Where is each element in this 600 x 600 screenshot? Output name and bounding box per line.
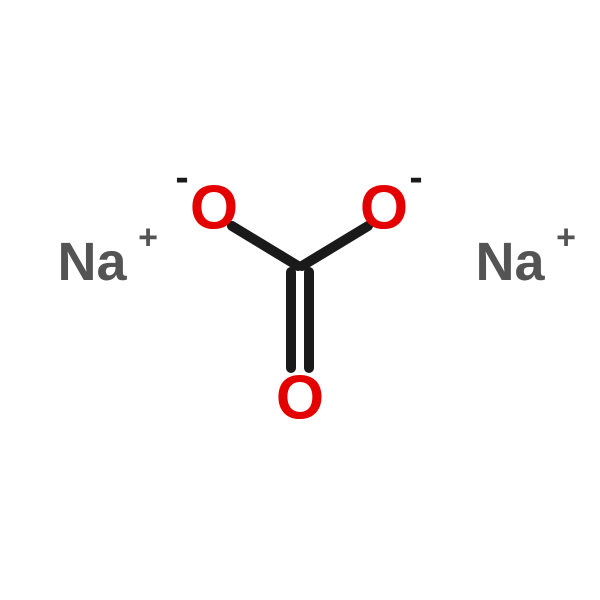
- sodium-right-charge: +: [556, 219, 576, 258]
- oxygen-right-atom: O: [360, 173, 408, 244]
- oxygen-left-charge: -: [175, 156, 188, 201]
- oxygen-left-atom: O: [190, 173, 238, 244]
- sodium-left-charge: +: [138, 219, 158, 258]
- oxygen-bottom-atom: O: [276, 363, 324, 434]
- sodium-right-ion: Na: [475, 231, 544, 293]
- bond-c-o-right: [302, 226, 368, 266]
- oxygen-right-charge: -: [409, 156, 422, 201]
- bond-c-o-left: [232, 226, 298, 266]
- sodium-left-ion: Na: [57, 231, 126, 293]
- molecule-bonds: [0, 0, 600, 600]
